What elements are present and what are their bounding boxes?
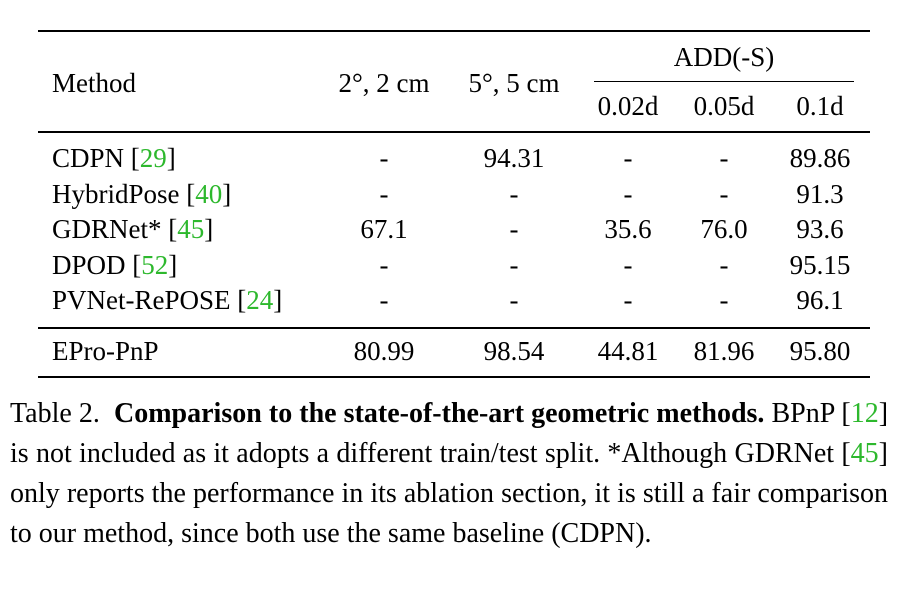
- table-cell: -: [509, 179, 519, 209]
- row-method-cdpn: CDPN [29]: [52, 143, 176, 173]
- citation-link[interactable]: 45: [177, 214, 205, 244]
- row-method-hybridpose: HybridPose [40]: [52, 179, 232, 209]
- table-cell: -: [509, 285, 519, 315]
- header-method: Method: [52, 68, 136, 98]
- table-cell: 91.3: [796, 179, 844, 209]
- table-cell: 76.0: [700, 214, 748, 244]
- table-cell: 93.6: [796, 214, 844, 244]
- table-top-rule: [38, 30, 870, 32]
- table-cell: 81.96: [693, 336, 755, 366]
- header-5deg-5cm: 5°, 5 cm: [468, 68, 560, 98]
- header-0-1d: 0.1d: [796, 91, 844, 121]
- caption-label: Table 2.: [10, 398, 100, 429]
- table-cell: -: [623, 179, 633, 209]
- row-method-pvnet-repose: PVNet-RePOSE [24]: [52, 285, 283, 315]
- table-cell: 35.6: [604, 214, 652, 244]
- table-separator-rule: [38, 327, 870, 329]
- citation-link[interactable]: 45: [850, 438, 879, 469]
- table-cell: -: [509, 214, 519, 244]
- header-0-05d: 0.05d: [693, 91, 755, 121]
- table-header-rule: [38, 131, 870, 133]
- table-bottom-rule: [38, 376, 870, 378]
- table-cell: 80.99: [353, 336, 415, 366]
- table-cell: 67.1: [360, 214, 408, 244]
- table-cell: -: [379, 250, 389, 280]
- table-cell: -: [379, 179, 389, 209]
- citation-link[interactable]: 40: [195, 179, 223, 209]
- table-cell: -: [719, 143, 729, 173]
- table-cell: -: [719, 250, 729, 280]
- table-cell: 96.1: [796, 285, 844, 315]
- table-cell: -: [623, 143, 633, 173]
- table-cell: -: [623, 285, 633, 315]
- header-2deg-2cm: 2°, 2 cm: [338, 68, 430, 98]
- table-cell: 95.80: [789, 336, 851, 366]
- row-method-epro-pnp: EPro-PnP: [52, 336, 159, 366]
- table-cell: 94.31: [483, 143, 545, 173]
- table-cell: 98.54: [483, 336, 545, 366]
- table-cell: -: [623, 250, 633, 280]
- table-cell: 95.15: [789, 250, 851, 280]
- table-caption: Table 2. Comparison to the state-of-the-…: [10, 398, 889, 549]
- table-cell: 44.81: [597, 336, 659, 366]
- header-0-02d: 0.02d: [597, 91, 659, 121]
- citation-link[interactable]: 52: [141, 250, 169, 280]
- row-method-dpod: DPOD [52]: [52, 250, 178, 280]
- table-cell: -: [379, 143, 389, 173]
- header-add-s: ADD(-S): [673, 42, 775, 72]
- citation-link[interactable]: 24: [246, 285, 274, 315]
- table-cell: -: [509, 250, 519, 280]
- citation-link[interactable]: 29: [139, 143, 167, 173]
- citation-link[interactable]: 12: [850, 398, 879, 429]
- table-cell: -: [719, 179, 729, 209]
- table-cell: -: [719, 285, 729, 315]
- table-cell: -: [379, 285, 389, 315]
- row-method-gdrnet: GDRNet* [45]: [52, 214, 214, 244]
- add-s-group-rule: [594, 81, 854, 83]
- caption-title: Comparison to the state-of-the-art geome…: [114, 398, 765, 429]
- table-cell: 89.86: [789, 143, 851, 173]
